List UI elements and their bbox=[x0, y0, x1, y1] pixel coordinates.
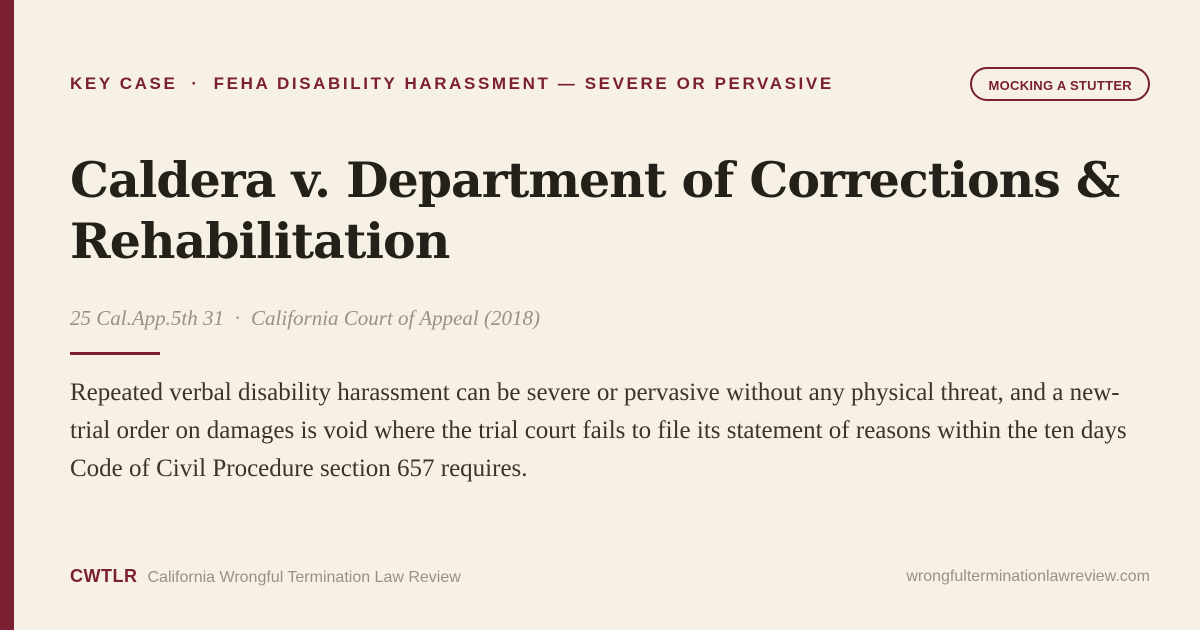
case-title: Caldera v. Department of Corrections & R… bbox=[70, 151, 1120, 270]
eyebrow-label: KEY CASE bbox=[70, 74, 178, 93]
case-summary: Repeated verbal disability harassment ca… bbox=[70, 379, 1127, 482]
eyebrow: KEY CASE · FEHA DISABILITY HARASSMENT — SE… bbox=[70, 74, 834, 94]
topic-tag-badge: MOCKING A STUTTER bbox=[970, 67, 1150, 101]
court-and-year: California Court of Appeal (2018) bbox=[251, 306, 540, 330]
accent-bar bbox=[0, 0, 14, 630]
site-url: wrongfulterminationlawreview.com bbox=[906, 568, 1150, 585]
header-row: KEY CASE · FEHA DISABILITY HARASSMENT — SE… bbox=[70, 65, 1150, 103]
eyebrow-separator: · bbox=[191, 74, 200, 93]
eyebrow-topic: FEHA DISABILITY HARASSMENT — SEVERE OR P… bbox=[213, 74, 834, 93]
brand-logo-text: CWTLR bbox=[70, 566, 138, 586]
footer-brand: CWTLR California Wrongful Termination La… bbox=[70, 566, 461, 587]
brand-name: California Wrongful Termination Law Revi… bbox=[147, 569, 461, 586]
citation-separator: · bbox=[234, 306, 242, 330]
reporter-citation: 25 Cal.App.5th 31 bbox=[70, 306, 225, 330]
divider-rule bbox=[70, 352, 160, 355]
case-citation: 25 Cal.App.5th 31 · California Court of Ap… bbox=[70, 306, 540, 331]
